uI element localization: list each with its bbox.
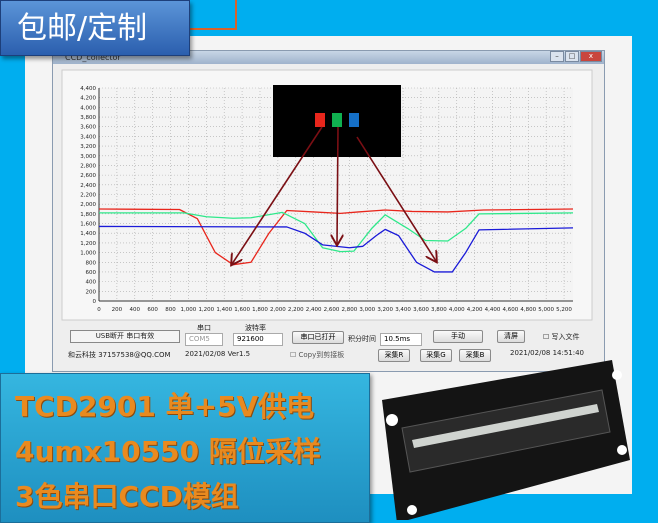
x-tick-label: 4,600 (503, 307, 519, 313)
manual-button[interactable]: 手动 (433, 330, 483, 343)
x-tick-label: 200 (112, 307, 123, 313)
y-tick-label: 400 (86, 280, 97, 286)
arrow-blue (356, 136, 436, 261)
promo-line-3: 3色串口CCD模组 (15, 480, 239, 513)
y-tick-label: 3,400 (80, 134, 96, 140)
write-file-label: 写入文件 (551, 333, 580, 341)
baud-label: 波特率 (245, 324, 266, 332)
ccd-module-photo (382, 360, 630, 520)
version-text: 2021/02/08 Ver1.5 (185, 350, 251, 358)
x-tick-label: 1,000 (181, 307, 197, 313)
baud-select[interactable]: 921600 (233, 333, 283, 346)
status-box: USB断开 串口有效 (70, 330, 180, 343)
y-tick-label: 2,400 (80, 183, 96, 189)
sensor-square-red (315, 113, 325, 127)
x-tick-label: 1,800 (252, 307, 268, 313)
y-tick-label: 3,000 (80, 154, 96, 160)
y-tick-label: 1,400 (80, 231, 96, 237)
x-tick-label: 3,600 (413, 307, 429, 313)
y-tick-label: 2,200 (80, 193, 96, 199)
promo-line-2: 4umx10550 隔位采样 (15, 435, 321, 468)
promo-line-1: TCD2901 单+5V供电 (15, 390, 315, 423)
copy-label: Copy到剪接板 (298, 351, 345, 359)
write-file-checkbox[interactable]: ☐ 写入文件 (543, 333, 580, 341)
x-tick-label: 3,400 (395, 307, 411, 313)
y-tick-label: 600 (86, 270, 97, 276)
x-tick-label: 3,200 (377, 307, 393, 313)
x-tick-label: 2,800 (342, 307, 358, 313)
shipping-badge: 包邮/定制 (0, 0, 190, 56)
y-tick-label: 3,200 (80, 144, 96, 150)
sensor-square-blue (349, 113, 359, 127)
y-tick-label: 4,000 (80, 105, 96, 111)
maximize-button[interactable]: □ (565, 51, 579, 62)
y-tick-label: 0 (93, 299, 97, 305)
integration-label: 积分时间 (348, 335, 376, 343)
series-line-blue (98, 225, 574, 273)
x-tick-label: 1,600 (234, 307, 250, 313)
arrow-red (232, 126, 323, 264)
x-tick-label: 800 (165, 307, 176, 313)
sensor-square-green (332, 113, 342, 127)
ccd-chart: 0 200 400 600 800 1,000 1,200 1,400 1,600 1,800 2,… (61, 69, 593, 321)
x-tick-label: 4,800 (520, 307, 536, 313)
y-tick-label: 2,000 (80, 202, 96, 208)
arrow-green (337, 126, 338, 244)
minimize-button[interactable]: – (550, 51, 564, 62)
x-tick-label: 3,800 (431, 307, 447, 313)
x-tick-label: 2,600 (324, 307, 340, 313)
y-tick-label: 1,800 (80, 212, 96, 218)
x-tick-label: 5,000 (538, 307, 554, 313)
y-tick-label: 2,600 (80, 173, 96, 179)
y-tick-label: 3,800 (80, 115, 96, 121)
company-text: 和云科技 37157538@QQ.COM (68, 351, 171, 359)
collect-g-button[interactable]: 采集G (420, 349, 452, 362)
y-tick-label: 200 (86, 289, 97, 295)
open-port-button[interactable]: 串口已打开 (292, 331, 344, 344)
y-tick-label: 1,000 (80, 251, 96, 257)
clear-button[interactable]: 清屏 (497, 330, 525, 343)
x-tick-label: 2,400 (306, 307, 322, 313)
x-tick-label: 5,200 (556, 307, 572, 313)
y-tick-label: 3,600 (80, 125, 96, 131)
x-tick-label: 2,200 (288, 307, 304, 313)
integration-select[interactable]: 10.5ms (380, 333, 422, 346)
y-tick-label: 2,800 (80, 163, 96, 169)
promo-banner: TCD2901 单+5V供电 4umx10550 隔位采样 3色串口CCD模组 (0, 373, 370, 523)
selection-box (190, 0, 237, 30)
title-bar: CCD_collector – □ x (53, 51, 604, 64)
y-tick-label: 800 (86, 260, 97, 266)
y-tick-label: 1,200 (80, 241, 96, 247)
port-label: 串口 (197, 324, 211, 332)
x-tick-label: 1,400 (216, 307, 232, 313)
collect-r-button[interactable]: 采集R (378, 349, 410, 362)
close-button[interactable]: x (580, 51, 602, 62)
y-tick-label: 1,600 (80, 222, 96, 228)
series-line-red (98, 208, 574, 266)
x-tick-label: 1,200 (198, 307, 214, 313)
x-tick-label: 4,400 (485, 307, 501, 313)
x-tick-label: 4,000 (449, 307, 465, 313)
collect-b-button[interactable]: 采集B (459, 349, 491, 362)
x-tick-label: 3,000 (359, 307, 375, 313)
y-tick-label: 4,200 (80, 96, 96, 102)
x-tick-label: 0 (97, 307, 101, 313)
x-tick-label: 400 (130, 307, 141, 313)
port-select[interactable]: COM5 (185, 333, 223, 346)
datetime-text: 2021/02/08 14:51:40 (510, 349, 585, 357)
copy-checkbox[interactable]: ☐ Copy到剪接板 (290, 351, 345, 359)
x-tick-label: 2,000 (270, 307, 286, 313)
series-line-green (99, 211, 574, 253)
x-tick-label: 4,200 (467, 307, 483, 313)
x-tick-label: 600 (147, 307, 158, 313)
window-title: CCD_collector (65, 53, 121, 62)
y-tick-label: 4,400 (80, 86, 96, 92)
